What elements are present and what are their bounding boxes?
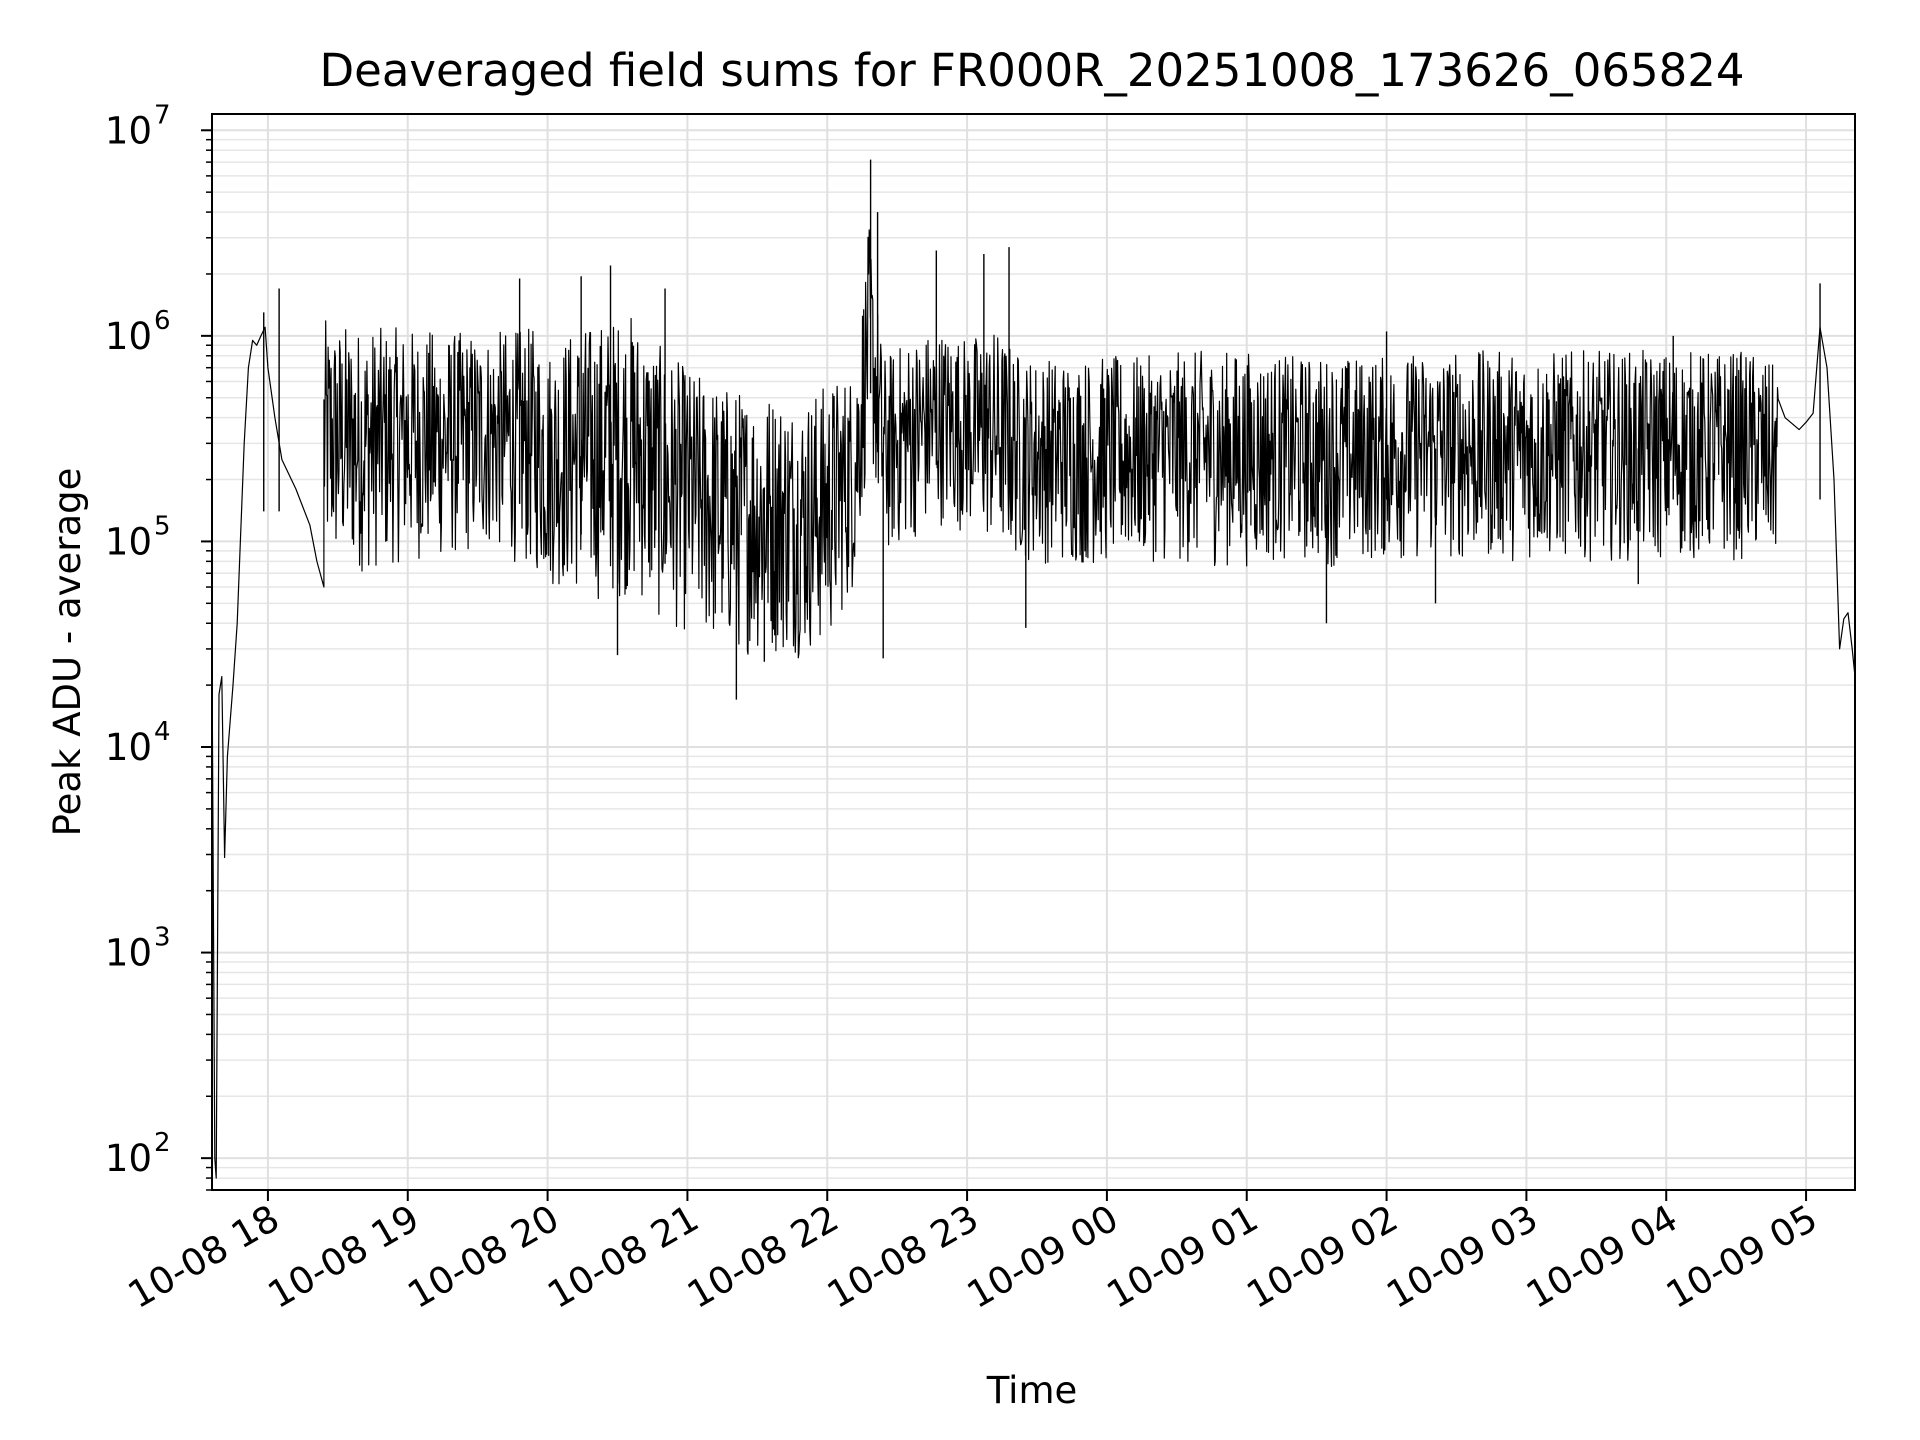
series-group <box>211 159 1856 1179</box>
series-line <box>211 229 1856 1179</box>
plot-frame <box>211 113 1856 1191</box>
y-tick-label: 10 <box>105 1137 152 1180</box>
y-tick-label-exponent: 3 <box>154 923 171 953</box>
y-tick-label: 10 <box>105 315 152 358</box>
y-tick-label-exponent: 7 <box>154 100 171 130</box>
y-tick-label-exponent: 4 <box>154 717 171 747</box>
y-tick-label: 10 <box>105 109 152 152</box>
x-axis-label: Time <box>986 1369 1078 1412</box>
y-tick-label: 10 <box>105 520 152 563</box>
y-axis-label: Peak ADU - average <box>46 468 89 837</box>
y-tick-label-exponent: 6 <box>154 306 171 336</box>
chart-title: Deaveraged field sums for FR000R_2025100… <box>320 44 1745 97</box>
grid <box>212 114 1855 1191</box>
y-tick-label: 10 <box>105 726 152 769</box>
y-tick-label-exponent: 5 <box>154 511 171 541</box>
y-tick-label: 10 <box>105 932 152 975</box>
y-tick-label-exponent: 2 <box>154 1128 171 1158</box>
